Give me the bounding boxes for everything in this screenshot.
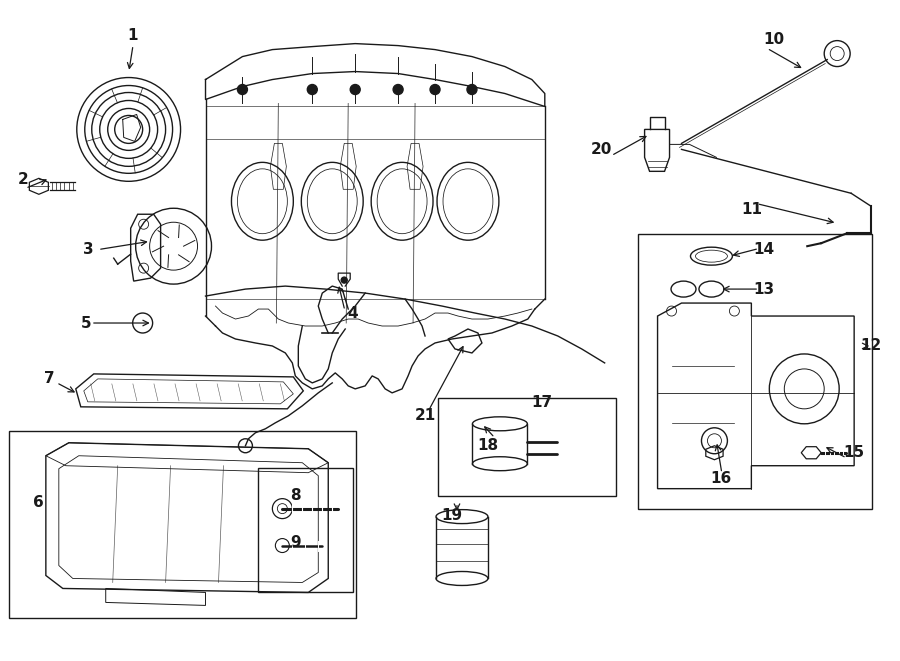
Text: 20: 20 bbox=[591, 142, 612, 157]
Text: 2: 2 bbox=[17, 172, 28, 187]
Text: 11: 11 bbox=[741, 202, 762, 217]
Circle shape bbox=[467, 85, 477, 95]
Circle shape bbox=[393, 85, 403, 95]
Text: 16: 16 bbox=[711, 471, 732, 486]
Text: 15: 15 bbox=[843, 446, 865, 460]
Text: 12: 12 bbox=[860, 338, 882, 354]
Circle shape bbox=[238, 85, 248, 95]
Bar bbox=[438, 398, 616, 496]
Text: 10: 10 bbox=[764, 32, 785, 47]
Text: 8: 8 bbox=[290, 488, 301, 503]
Circle shape bbox=[350, 85, 360, 95]
Circle shape bbox=[341, 277, 347, 283]
Bar bbox=[9, 431, 356, 619]
Text: 1: 1 bbox=[128, 28, 138, 43]
Text: 17: 17 bbox=[531, 395, 553, 410]
Bar bbox=[258, 468, 353, 592]
Circle shape bbox=[307, 85, 318, 95]
Text: 4: 4 bbox=[346, 305, 357, 321]
Text: 5: 5 bbox=[80, 315, 91, 330]
Circle shape bbox=[430, 85, 440, 95]
Bar bbox=[637, 234, 872, 508]
Text: 13: 13 bbox=[754, 282, 775, 297]
Text: 21: 21 bbox=[414, 408, 436, 423]
Text: 9: 9 bbox=[290, 535, 301, 550]
Text: 7: 7 bbox=[43, 371, 54, 387]
Text: 3: 3 bbox=[84, 242, 94, 256]
Text: 14: 14 bbox=[754, 242, 775, 256]
Text: 19: 19 bbox=[441, 508, 463, 523]
Text: 18: 18 bbox=[477, 438, 499, 453]
Text: 6: 6 bbox=[33, 495, 44, 510]
